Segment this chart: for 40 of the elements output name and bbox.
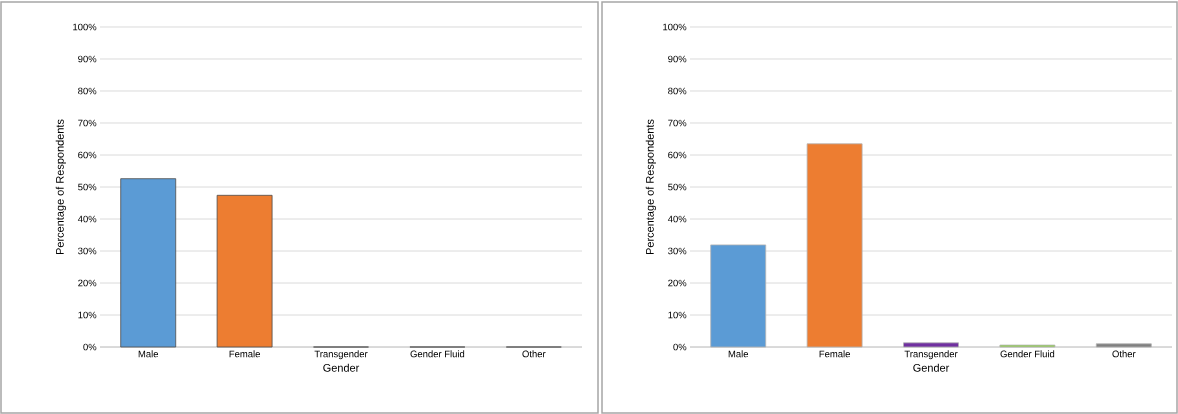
y-tick-label: 60% xyxy=(78,151,97,159)
y-tick-label: 10% xyxy=(668,311,687,319)
x-axis-title: Gender xyxy=(913,363,950,372)
x-tick-label: Transgender xyxy=(314,350,368,360)
y-tick-label: 0% xyxy=(673,343,687,351)
y-tick-label: 100% xyxy=(73,23,97,31)
y-tick-label: 20% xyxy=(78,279,97,287)
y-tick-label: 40% xyxy=(667,215,687,223)
x-tick-label: Gender Fluid xyxy=(410,350,465,358)
x-tick-label: Gender Fluid xyxy=(1000,350,1055,358)
y-tick-label: 80% xyxy=(668,87,687,95)
x-tick-label: Other xyxy=(522,350,546,358)
y-tick-label: 50% xyxy=(78,183,97,191)
y-tick-label: 20% xyxy=(668,279,687,287)
y-axis-title: Percentage of Respondents xyxy=(645,119,656,255)
bar xyxy=(806,143,863,348)
y-tick-label: 60% xyxy=(668,151,687,159)
bar xyxy=(903,342,959,348)
y-tick-label: 10% xyxy=(78,311,97,319)
x-tick-label: Male xyxy=(728,350,749,358)
x-tick-label: Male xyxy=(138,350,159,358)
y-tick-label: 30% xyxy=(78,247,97,255)
x-tick-label: Female xyxy=(819,350,850,358)
x-tick-label: Other xyxy=(1112,350,1136,358)
x-axis-title: Gender xyxy=(323,363,360,372)
y-tick-label: 30% xyxy=(668,247,687,255)
y-tick-label: 50% xyxy=(668,183,687,191)
y-tick-label: 40% xyxy=(77,215,97,223)
y-tick-label: 0% xyxy=(83,343,97,351)
y-tick-label: 90% xyxy=(78,55,97,63)
x-tick-label: Transgender xyxy=(904,350,958,360)
y-tick-label: 90% xyxy=(668,55,687,63)
y-axis-title: Percentage of Respondents xyxy=(55,119,66,255)
y-tick-label: 70% xyxy=(78,119,97,127)
y-tick-label: 100% xyxy=(663,23,687,31)
y-tick-label: 80% xyxy=(78,87,97,95)
x-tick-label: Female xyxy=(229,350,260,358)
y-tick-label: 70% xyxy=(668,119,687,127)
bar xyxy=(710,244,767,348)
bar xyxy=(1095,343,1152,348)
